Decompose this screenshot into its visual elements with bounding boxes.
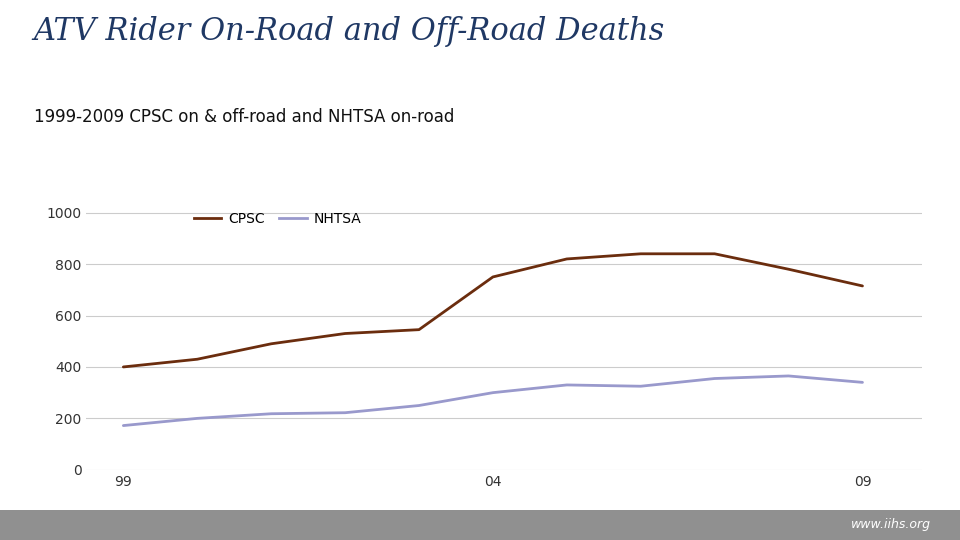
Text: www.iihs.org: www.iihs.org — [852, 518, 931, 531]
Text: 1999-2009 CPSC on & off-road and NHTSA on-road: 1999-2009 CPSC on & off-road and NHTSA o… — [34, 108, 454, 126]
Legend: CPSC, NHTSA: CPSC, NHTSA — [194, 212, 361, 226]
Text: ATV Rider On-Road and Off-Road Deaths: ATV Rider On-Road and Off-Road Deaths — [34, 16, 665, 47]
